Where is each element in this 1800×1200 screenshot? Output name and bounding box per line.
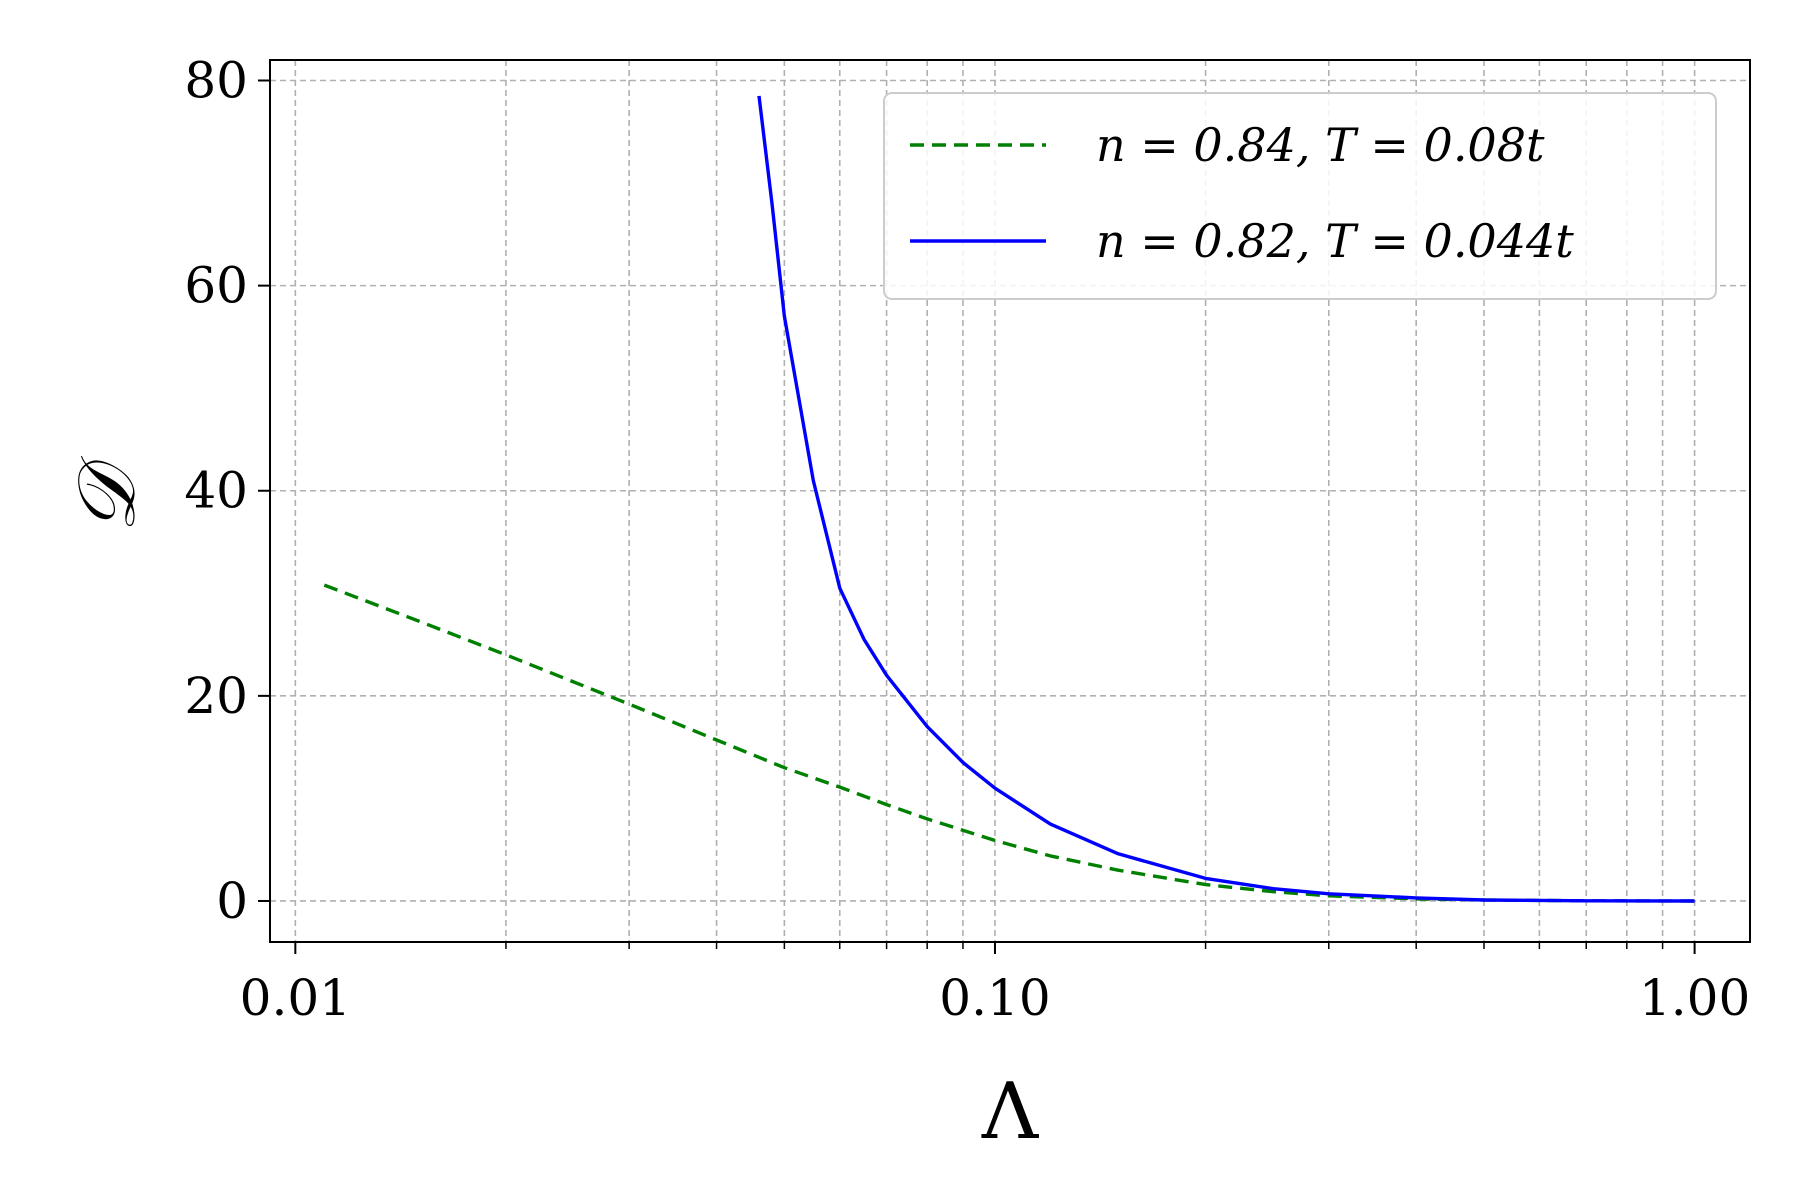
series-line-2: [757, 95, 1695, 903]
series-lines: [323, 95, 1695, 903]
x-tick-label: 0.10: [939, 969, 1050, 1027]
legend-label-series-1: n = 0.84, T = 0.08t: [1096, 118, 1545, 172]
x-tick-label: 1.00: [1639, 969, 1750, 1027]
legend-label-series-2: n = 0.82, T = 0.044t: [1096, 214, 1574, 268]
plot-frame: [269, 59, 1751, 943]
y-tick-label: 0: [216, 872, 248, 930]
legend: n = 0.84, T = 0.08t n = 0.82, T = 0.044t: [883, 92, 1717, 300]
legend-box: [883, 92, 1717, 300]
y-tick-label: 80: [184, 52, 248, 110]
y-tick-label: 40: [184, 462, 248, 520]
x-axis-label: Λ: [981, 1067, 1040, 1157]
axis-ticks: [258, 79, 1696, 954]
y-tick-label: 60: [184, 257, 248, 315]
x-tick-label: 0.01: [240, 969, 351, 1027]
tick-labels: 0 20 40 60 80 0.01 0.10 1.00: [184, 52, 1750, 1027]
y-tick-label: 20: [184, 667, 248, 725]
